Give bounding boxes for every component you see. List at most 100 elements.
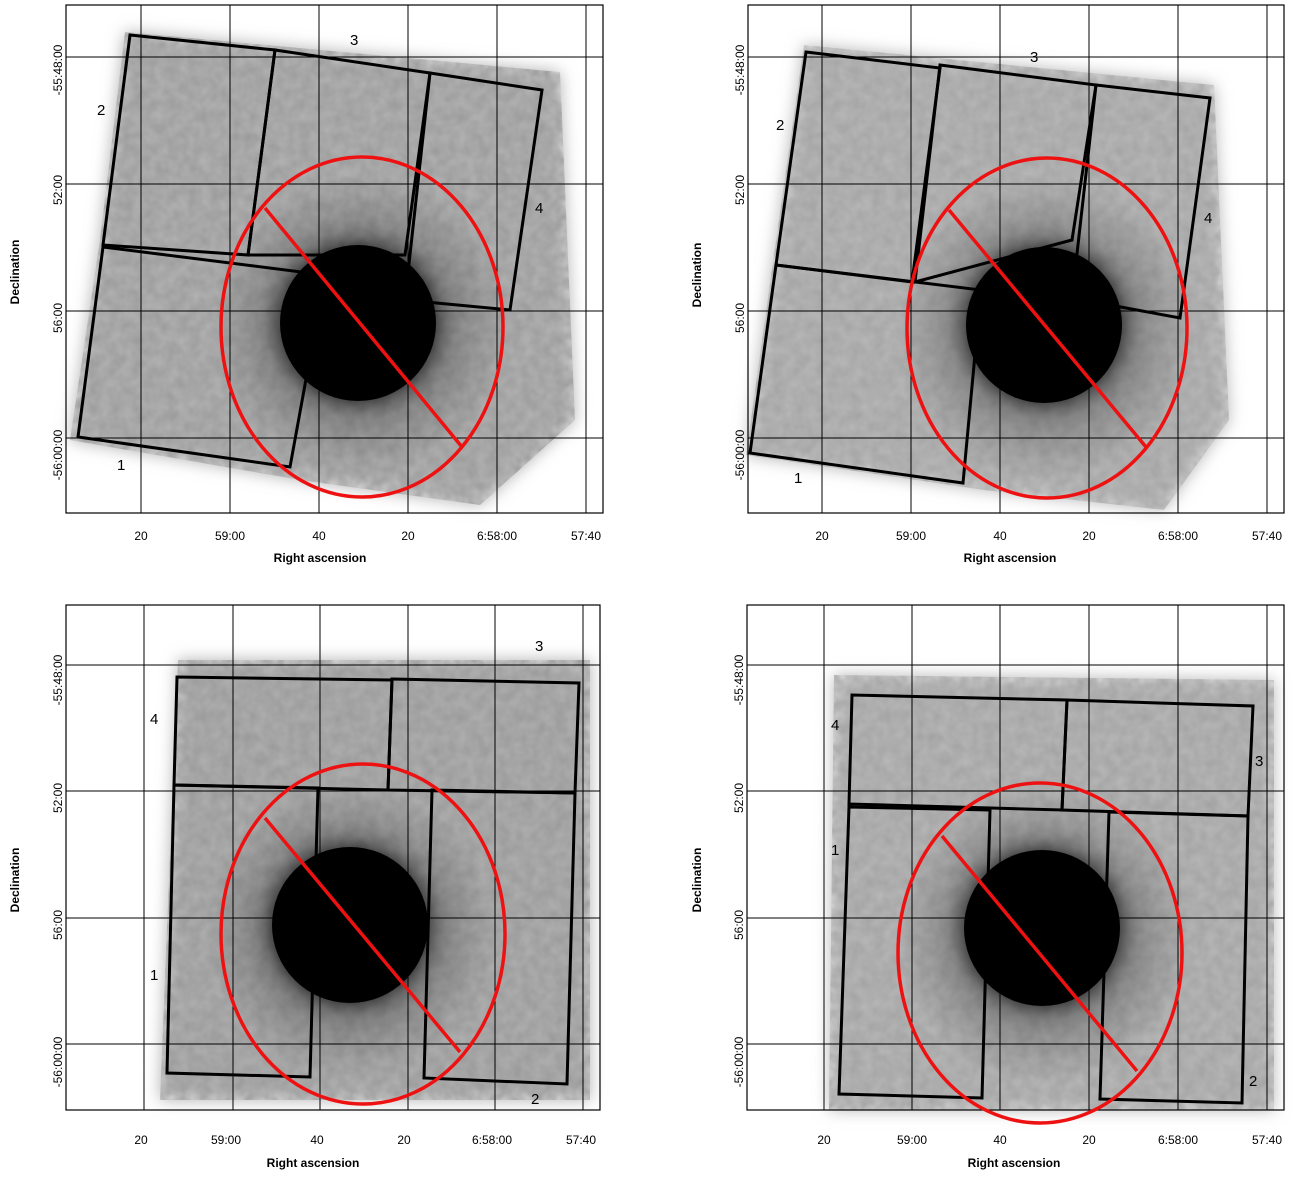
y-tick-label: -56:00:00	[733, 429, 747, 480]
bright-core-solid	[272, 847, 428, 1003]
region-ellipse	[219, 155, 505, 499]
panel-top-left: 1 2 3 4 20 59:00 40 20 6:58:00 57:40 Rig…	[0, 0, 630, 575]
grid	[748, 5, 1284, 513]
x-tick-label: 6:58:00	[472, 1133, 512, 1147]
x-tick-label: 59:00	[211, 1133, 241, 1147]
x-tick-labels: 20 59:00 40 20 6:58:00 57:40	[817, 1133, 1282, 1147]
x-tick-label: 20	[1082, 529, 1096, 543]
chip-label-2: 2	[776, 117, 784, 134]
chip-outlines	[165, 675, 581, 1086]
source-region	[219, 762, 507, 1106]
source-region	[896, 781, 1184, 1125]
grid	[747, 605, 1284, 1110]
chip-label-3: 3	[535, 638, 543, 655]
x-tick-label: 6:58:00	[1158, 529, 1198, 543]
y-tick-labels: -55:48:00 52:00 56:00 -56:00:00	[51, 44, 65, 480]
y-tick-label: -55:48:00	[51, 44, 65, 95]
x-tick-label: 20	[134, 529, 148, 543]
chip-outline-4	[403, 71, 544, 312]
chip-label-4: 4	[831, 717, 839, 734]
plot-frame	[746, 604, 1285, 1111]
chip-label-2: 2	[531, 1091, 539, 1108]
chip-label-1: 1	[831, 842, 839, 859]
region-ellipse	[896, 781, 1184, 1125]
panel-svg: 1 2 3 4 20 59:00 40 20 6:58:00 57:40 Rig…	[8, 4, 604, 565]
x-tick-label: 59:00	[896, 529, 926, 543]
chip-label-2: 2	[97, 102, 105, 119]
x-tick-label: 20	[397, 1133, 411, 1147]
chip-label-1: 1	[794, 470, 802, 487]
y-tick-label: 56:00	[733, 303, 747, 333]
region-ellipse	[219, 762, 507, 1106]
chip-outline-1	[76, 245, 327, 469]
x-tick-label: 6:58:00	[477, 529, 517, 543]
panel-bottom-left: 1 2 3 4 20 59:00 40 20 6:58:00 57:40 Rig…	[0, 600, 630, 1172]
y-tick-labels: -55:48:00 52:00 56:00 -56:00:00	[732, 654, 746, 1087]
chip-outline-2	[1098, 810, 1250, 1105]
x-tick-label: 57:40	[1252, 529, 1282, 543]
y-tick-label: 52:00	[732, 783, 746, 813]
grid	[66, 605, 600, 1110]
region-exclusion-line	[263, 206, 464, 449]
chip-label-3: 3	[350, 32, 358, 49]
chip-labels: 1 2 3 4	[150, 638, 543, 1108]
region-exclusion-line	[263, 816, 462, 1054]
sky-image	[160, 660, 590, 1100]
x-tick-label: 40	[993, 1133, 1007, 1147]
x-tick-label: 59:00	[897, 1133, 927, 1147]
chip-outline-4	[1070, 83, 1212, 320]
x-axis-title: Right ascension	[968, 1156, 1061, 1170]
grid	[66, 5, 603, 513]
panel-svg: 1 2 3 4 20 59:00 40 20 6:58:00 57:40 Rig…	[690, 4, 1285, 565]
x-tick-label: 59:00	[215, 529, 245, 543]
y-axis-title: Declination	[8, 240, 22, 305]
chip-outlines	[76, 33, 544, 469]
chip-label-3: 3	[1255, 753, 1263, 770]
x-tick-label: 20	[815, 529, 829, 543]
y-tick-label: 52:00	[51, 175, 65, 205]
y-tick-label: 56:00	[51, 910, 65, 940]
panel-top-right: 1 2 3 4 20 59:00 40 20 6:58:00 57:40 Rig…	[684, 0, 1294, 575]
chip-outline-3-left	[913, 63, 1098, 285]
y-tick-label: 56:00	[732, 910, 746, 940]
bright-core-solid	[964, 850, 1120, 1006]
chip-label-4: 4	[1204, 210, 1212, 227]
plot-frame	[65, 604, 601, 1111]
chip-outline-3-left	[246, 48, 432, 257]
source-region	[905, 156, 1189, 500]
chip-label-2: 2	[1249, 1073, 1257, 1090]
y-tick-label: 56:00	[51, 303, 65, 333]
x-axis-title: Right ascension	[267, 1156, 360, 1170]
panel-svg: 1 2 3 4 20 59:00 40 20 6:58:00 57:40 Rig…	[8, 604, 601, 1170]
chip-outlines	[837, 693, 1255, 1105]
y-tick-label: -56:00:00	[732, 1036, 746, 1087]
y-tick-label: 52:00	[733, 175, 747, 205]
chip-label-3: 3	[1030, 49, 1038, 66]
y-axis-title: Declination	[690, 243, 704, 308]
chip-labels: 1 2 3 4	[97, 32, 543, 474]
x-tick-label: 40	[310, 1133, 324, 1147]
x-tick-label: 57:40	[571, 529, 601, 543]
chip-label-4: 4	[150, 711, 158, 728]
region-ellipse	[905, 156, 1189, 500]
y-tick-label: -55:48:00	[732, 654, 746, 705]
x-tick-label: 20	[1082, 1133, 1096, 1147]
chip-outline-1	[837, 805, 992, 1100]
chip-labels: 1 2 3 4	[831, 717, 1263, 1090]
source-region	[219, 155, 505, 499]
plot-frame	[65, 4, 604, 514]
x-axis-title: Right ascension	[964, 551, 1057, 565]
y-tick-label: 52:00	[51, 783, 65, 813]
x-tick-label: 40	[312, 529, 326, 543]
chip-outline-2	[422, 788, 577, 1086]
y-tick-label: -55:48:00	[51, 654, 65, 705]
x-tick-label: 20	[134, 1133, 148, 1147]
chip-label-1: 1	[117, 457, 125, 474]
y-tick-labels: -55:48:00 52:00 56:00 -56:00:00	[733, 44, 747, 480]
chip-labels: 1 2 3 4	[776, 49, 1212, 487]
chip-outline-1	[165, 783, 320, 1079]
y-axis-title: Declination	[8, 848, 22, 913]
y-tick-label: -55:48:00	[733, 44, 747, 95]
y-axis-title: Declination	[690, 848, 704, 913]
chip-label-1: 1	[150, 967, 158, 984]
